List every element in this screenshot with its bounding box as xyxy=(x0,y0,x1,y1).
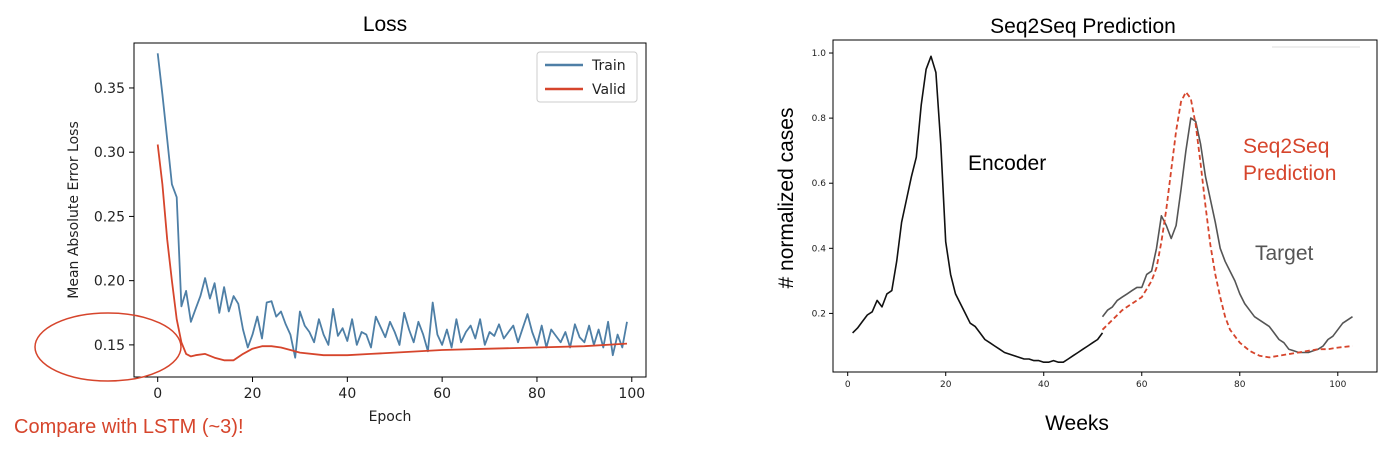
compare-note: Compare with LSTM (~3)! xyxy=(14,416,244,438)
loss-series-train-line xyxy=(156,53,628,359)
seq2seq-y-tick-label: 0.4 xyxy=(812,244,827,254)
loss-plot-frame xyxy=(133,42,647,378)
seq2seq-plot-frame xyxy=(832,39,1378,373)
loss-x-tick-label: 0 xyxy=(153,386,162,402)
seq2seq-y-axis-ticks: 0.2 0.4 0.6 0.8 1.0 xyxy=(812,49,833,319)
loss-x-tick-label: 40 xyxy=(338,386,356,402)
loss-legend: Train Valid xyxy=(536,51,638,103)
loss-y-tick-label: 0.20 xyxy=(94,274,125,290)
target-annotation: Target xyxy=(1255,242,1314,265)
prediction-annotation-line2: Prediction xyxy=(1243,162,1336,185)
seq2seq-series-group xyxy=(852,55,1353,364)
loss-x-tick-label: 80 xyxy=(528,386,546,402)
loss-y-tick-label: 0.15 xyxy=(94,338,125,354)
seq2seq-y-axis-label: # normalized cases xyxy=(775,108,798,289)
seq2seq-y-tick-label: 1.0 xyxy=(812,49,827,59)
loss-x-tick-label: 100 xyxy=(618,386,645,402)
seq2seq-x-tick-label: 100 xyxy=(1329,380,1346,390)
seq2seq-x-tick-label: 60 xyxy=(1136,380,1148,390)
loss-y-tick-label: 0.30 xyxy=(94,145,125,161)
seq2seq-x-tick-label: 0 xyxy=(845,380,851,390)
seq2seq-x-axis-ticks: 0 20 40 60 80 100 xyxy=(845,372,1347,390)
loss-x-axis-label: Epoch xyxy=(369,409,412,425)
loss-y-axis-label: Mean Absolute Error Loss xyxy=(66,121,82,299)
encoder-annotation: Encoder xyxy=(968,152,1046,175)
seq2seq-series-target-line xyxy=(1101,117,1353,354)
seq2seq-y-tick-label: 0.2 xyxy=(812,309,826,319)
legend-train-label: Train xyxy=(591,58,626,74)
seq2seq-x-tick-label: 20 xyxy=(940,380,952,390)
loss-chart-title: Loss xyxy=(363,13,407,36)
loss-x-axis-ticks: 0 20 40 60 80 100 xyxy=(153,377,645,402)
loss-y-tick-label: 0.35 xyxy=(94,81,125,97)
seq2seq-series-seq2seq-prediction-line xyxy=(1101,91,1353,359)
prediction-annotation-line1: Seq2Seq xyxy=(1243,135,1329,158)
loss-series-valid-line xyxy=(156,144,628,362)
seq2seq-x-tick-label: 40 xyxy=(1038,380,1050,390)
loss-y-axis-ticks: 0.15 0.20 0.25 0.30 0.35 xyxy=(94,81,134,354)
seq2seq-x-axis-label: Weeks xyxy=(1045,412,1109,435)
loss-series-group xyxy=(156,53,628,362)
seq2seq-y-tick-label: 0.6 xyxy=(812,179,827,189)
seq2seq-chart: Seq2Seq Prediction 0.2 0.4 0.6 0.8 1.0 0 20 40… xyxy=(775,15,1378,435)
loss-y-tick-label: 0.25 xyxy=(94,209,125,225)
seq2seq-x-tick-label: 80 xyxy=(1234,380,1246,390)
prediction-annotation: Seq2Seq Prediction xyxy=(1243,135,1336,185)
loss-x-tick-label: 20 xyxy=(244,386,262,402)
loss-chart: Loss 0.15 0.20 0.25 0.30 0.35 0 20 40 60 80 100 M… xyxy=(14,13,647,438)
loss-x-tick-label: 60 xyxy=(433,386,451,402)
seq2seq-series-encoder-line xyxy=(852,55,1104,364)
seq2seq-chart-title: Seq2Seq Prediction xyxy=(990,15,1176,38)
legend-valid-label: Valid xyxy=(592,82,626,98)
annotation-circle xyxy=(34,312,182,382)
seq2seq-y-tick-label: 0.8 xyxy=(812,114,827,124)
